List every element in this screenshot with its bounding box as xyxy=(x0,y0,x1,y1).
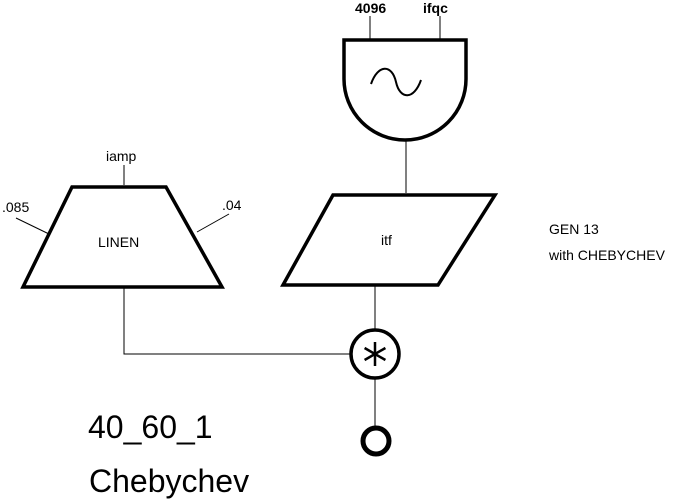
linen-unit[interactable] xyxy=(20,185,225,289)
diagram-title-name: Chebychev xyxy=(89,463,249,499)
output-node[interactable] xyxy=(360,425,392,457)
table-label: itf xyxy=(381,232,392,248)
sine-wave-icon xyxy=(370,67,422,97)
oscillator-unit[interactable] xyxy=(342,38,468,142)
linen-input-left-label: .085 xyxy=(2,199,29,215)
oscillator-shape xyxy=(342,38,468,142)
table-shape xyxy=(280,193,499,287)
note-line-2: with CHEBYCHEV xyxy=(548,247,666,263)
wire-linen-left xyxy=(15,217,50,235)
connection-wires xyxy=(15,16,441,426)
wire-linen-right xyxy=(196,213,230,233)
oscillator-input-left-label: 4096 xyxy=(355,0,386,16)
multiplier-unit[interactable] xyxy=(349,328,401,380)
asterisk-icon xyxy=(363,342,387,366)
diagram-title-code: 40_60_1 xyxy=(88,409,213,445)
linen-input-top-label: iamp xyxy=(106,148,137,164)
linen-label: LINEN xyxy=(98,234,139,250)
linen-input-right-label: .04 xyxy=(222,197,242,213)
linen-shape xyxy=(20,185,225,289)
table-unit[interactable] xyxy=(280,193,499,287)
note-line-1: GEN 13 xyxy=(549,221,599,237)
wire-linen-to-multiplier xyxy=(123,288,350,355)
oscillator-input-right-label: ifqc xyxy=(423,0,448,16)
